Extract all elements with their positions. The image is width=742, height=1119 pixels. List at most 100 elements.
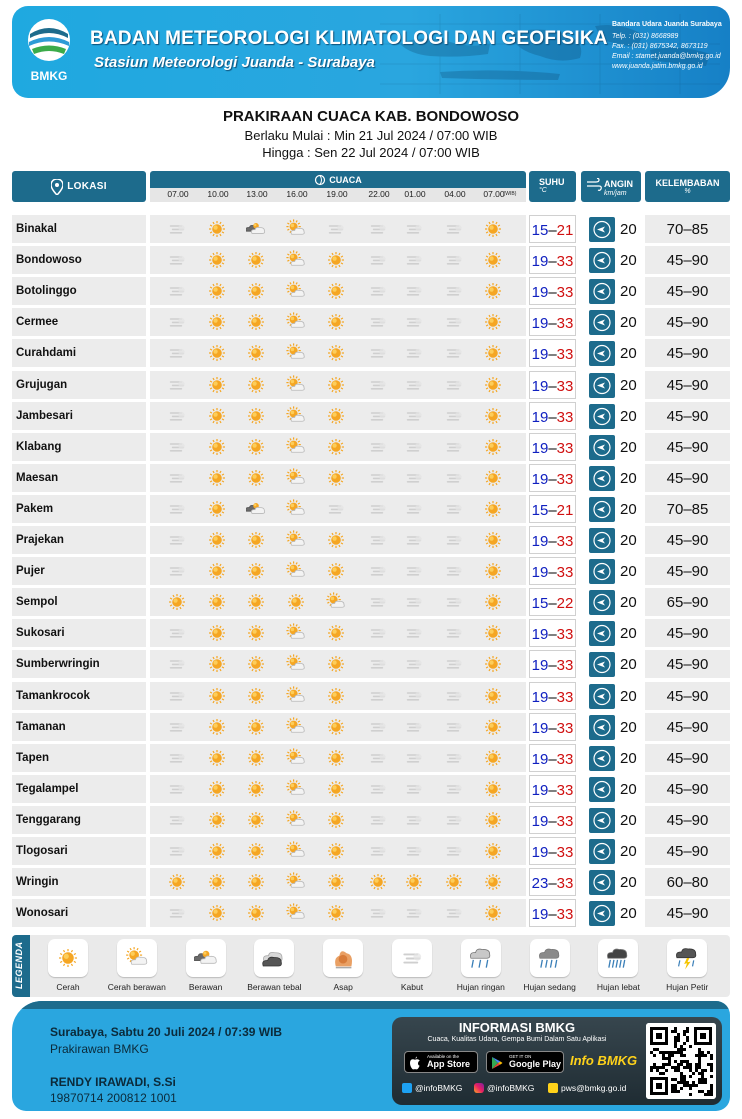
- kabut-icon: [406, 660, 422, 669]
- kabut-icon: [446, 349, 462, 358]
- kabut-icon: [169, 691, 185, 701]
- kabut-icon: [406, 691, 422, 701]
- wind-cell: 20: [581, 339, 641, 368]
- humidity-range: 45–90: [645, 339, 730, 368]
- kabut-icon: [370, 286, 386, 296]
- column-label-kelembaban: KELEMBABAN: [655, 178, 720, 188]
- kabut-icon: [406, 535, 422, 545]
- kabut-icon: [406, 597, 422, 607]
- cerah-icon: [328, 843, 344, 859]
- table-row: Pakem 15–21 20 70–85: [12, 494, 730, 523]
- wind-speed: 20: [620, 469, 637, 487]
- time-slot-label: 07.00: [483, 189, 505, 199]
- time-slot-label: 07.00: [167, 189, 189, 199]
- weather-icons-cell: [150, 899, 526, 928]
- temperature-min: 19: [531, 408, 549, 426]
- kabut-icon: [406, 504, 422, 514]
- kabut-icon: [169, 722, 185, 732]
- wind-cell: 20: [581, 588, 641, 617]
- cerah-icon: [209, 594, 225, 611]
- temperature-min: 15: [531, 501, 549, 519]
- weather-icons-cell: [150, 619, 526, 648]
- cerah-berawan-icon: [286, 312, 305, 328]
- temperature-separator: –: [548, 688, 557, 706]
- indonesia-map-graphic: [380, 14, 720, 94]
- hujan-lebat-icon: [607, 948, 628, 968]
- humidity-range: 70–85: [645, 215, 730, 243]
- cerah-icon: [485, 345, 501, 362]
- cerah-icon: [209, 376, 225, 393]
- app-store-button[interactable]: Available on the App Store: [404, 1051, 478, 1073]
- twitter-link[interactable]: @infoBMKG: [402, 1083, 462, 1093]
- wind-icon: [587, 178, 602, 191]
- wind-direction-box: [589, 776, 615, 802]
- kabut-icon: [406, 629, 422, 638]
- temperature-range: 23–33: [529, 868, 576, 897]
- wind-direction-box: [589, 590, 615, 616]
- wind-direction-box: [589, 496, 615, 522]
- location-name: Tegalampel: [12, 774, 146, 803]
- temperature-separator: –: [548, 626, 557, 644]
- cerah-icon: [209, 345, 225, 362]
- temperature-max: 33: [556, 719, 574, 737]
- cerah-icon: [209, 656, 225, 673]
- location-name: Sukosari: [12, 619, 146, 648]
- cerah-icon: [485, 407, 501, 424]
- kabut-icon: [446, 629, 462, 638]
- contact-website[interactable]: www.juanda.jatim.bmkg.go.id: [612, 63, 703, 70]
- time-slot-label: 22.00: [368, 189, 390, 199]
- wind-direction-icon: [593, 438, 611, 456]
- instagram-link[interactable]: @infoBMKG: [474, 1083, 534, 1093]
- cerah-icon: [209, 314, 225, 331]
- cerah-icon: [209, 905, 225, 922]
- cerah-berawan-icon: [286, 219, 305, 235]
- info-bmkg-brand: Info BMKG: [570, 1053, 638, 1068]
- humidity-range: 45–90: [645, 526, 730, 554]
- cerah-icon: [328, 563, 344, 580]
- temperature-separator: –: [548, 533, 557, 550]
- wind-cell: 20: [581, 899, 641, 928]
- temperature-max: 33: [556, 812, 574, 830]
- temperature-min: 19: [531, 844, 549, 861]
- hujan-sedang-icon: [538, 948, 559, 968]
- contact-email[interactable]: Email : stamet.juanda@bmkg.go.id: [612, 53, 721, 60]
- wind-direction-box: [589, 901, 615, 927]
- cerah-berawan-icon: [286, 561, 305, 577]
- wind-speed: 20: [620, 749, 637, 767]
- weather-icons-cell: [150, 868, 526, 897]
- cerah-icon: [485, 376, 501, 393]
- qr-code[interactable]: [646, 1023, 716, 1099]
- cerah-icon: [248, 718, 264, 735]
- kabut-icon: [169, 846, 185, 856]
- table-row: Jambesari 19–33 20 45–90: [12, 401, 730, 430]
- temperature-range: 19–33: [529, 557, 576, 586]
- kabut-icon: [370, 224, 386, 234]
- kabut-icon: [370, 691, 386, 701]
- cerah-berawan-icon: [286, 623, 305, 639]
- temperature-min: 19: [531, 906, 549, 924]
- wind-direction-icon: [593, 687, 611, 705]
- humidity-range: 45–90: [645, 401, 730, 430]
- cerah-icon: [248, 532, 264, 548]
- location-name: Wonosari: [12, 899, 146, 928]
- cerah-berawan-icon: [286, 250, 305, 266]
- wind-speed: 20: [620, 874, 637, 892]
- station-name: Stasiun Meteorologi Juanda - Surabaya: [94, 54, 375, 71]
- cerah-icon: [248, 625, 264, 642]
- wind-direction-icon: [593, 251, 611, 270]
- google-play-button[interactable]: GET IT ON Google Play: [486, 1051, 564, 1073]
- email-link[interactable]: pws@bmkg.go.id: [548, 1083, 626, 1093]
- temperature-separator: –: [548, 315, 557, 333]
- cerah-icon: [328, 407, 344, 424]
- cerah-berawan-icon: [286, 841, 305, 857]
- svg-text:BMKG: BMKG: [31, 69, 68, 83]
- kabut-icon: [446, 318, 462, 327]
- cerah-berawan-icon: [286, 530, 305, 546]
- humidity-range: 45–90: [645, 837, 730, 865]
- kabut-icon: [169, 442, 185, 452]
- kabut-icon: [169, 784, 185, 794]
- wind-direction-box: [589, 745, 615, 771]
- temperature-separator: –: [548, 750, 557, 768]
- kabut-icon: [328, 504, 344, 514]
